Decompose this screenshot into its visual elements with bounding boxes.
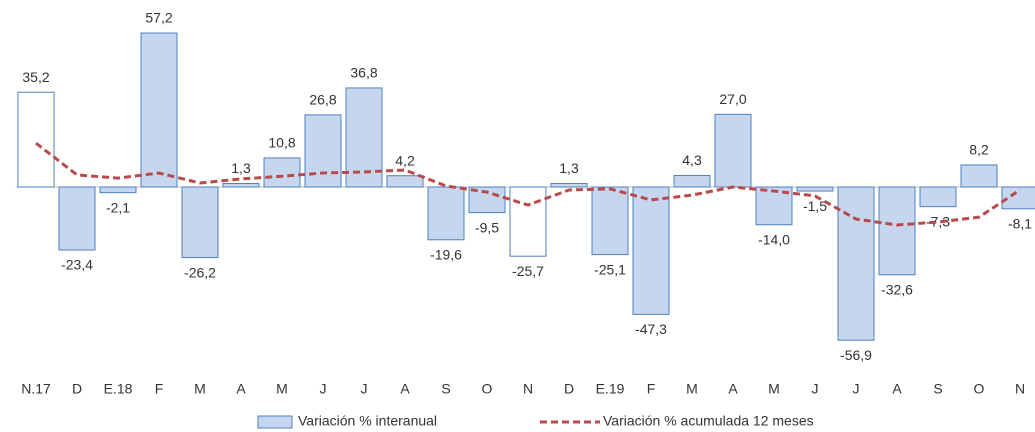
value-label: -25,7 (512, 263, 544, 279)
value-label: -26,2 (184, 264, 216, 280)
value-label: -56,9 (840, 347, 872, 363)
bar (960, 164, 998, 188)
x-tick-label: J (320, 381, 327, 397)
x-tick-label: E.18 (104, 381, 133, 397)
x-tick-label: J (812, 381, 819, 397)
bar (919, 186, 957, 208)
bar (673, 174, 711, 188)
x-tick-label: A (400, 381, 410, 397)
bar (99, 186, 137, 194)
x-tick-label: M (276, 381, 288, 397)
legend-label: Variación % interanual (298, 413, 437, 429)
x-tick-label: A (892, 381, 902, 397)
x-tick-label: F (647, 381, 656, 397)
x-tick-label: A (728, 381, 738, 397)
x-tick-label: D (72, 381, 82, 397)
bar (1001, 186, 1035, 210)
value-label: -1,5 (803, 198, 827, 214)
bar (140, 32, 178, 188)
x-tick-label: M (194, 381, 206, 397)
bar (796, 186, 834, 192)
x-tick-label: N (523, 381, 533, 397)
bar (58, 186, 96, 251)
x-tick-label: J (853, 381, 860, 397)
value-label: -8,1 (1008, 216, 1032, 232)
x-tick-label: S (441, 381, 450, 397)
value-label: -2,1 (106, 199, 130, 215)
bar (304, 114, 342, 188)
value-label: -9,5 (475, 219, 499, 235)
bar (427, 186, 465, 241)
value-label: 1,3 (231, 160, 251, 176)
value-label: 27,0 (719, 91, 746, 107)
value-label: -32,6 (881, 281, 913, 297)
bar (591, 186, 629, 256)
x-tick-label: M (686, 381, 698, 397)
bar (878, 186, 916, 276)
x-tick-label: O (974, 381, 985, 397)
value-label: 57,2 (145, 10, 172, 26)
value-label: 35,2 (22, 69, 49, 85)
x-tick-label: E.19 (596, 381, 625, 397)
value-label: 36,8 (350, 65, 377, 81)
bar (550, 183, 588, 188)
x-tick-label: F (155, 381, 164, 397)
bar (17, 91, 55, 188)
value-label: 1,3 (559, 160, 579, 176)
bar (837, 186, 875, 341)
bar (181, 186, 219, 259)
value-label: 4,2 (395, 152, 415, 168)
value-label: 4,3 (682, 152, 702, 168)
x-tick-label: N (1015, 381, 1025, 397)
value-label: -7,3 (926, 213, 950, 229)
value-label: 26,8 (309, 92, 336, 108)
value-label: -19,6 (430, 246, 462, 262)
bar (714, 113, 752, 188)
value-label: -25,1 (594, 261, 626, 277)
x-tick-label: D (564, 381, 574, 397)
value-label: -14,0 (758, 231, 790, 247)
bar (222, 183, 260, 188)
x-tick-label: O (482, 381, 493, 397)
line (35, 141, 1021, 227)
value-label: -47,3 (635, 321, 667, 337)
bar (263, 157, 301, 188)
x-tick-label: N.17 (21, 381, 51, 397)
value-label: 8,2 (969, 142, 989, 158)
bar (632, 186, 670, 315)
x-tick-label: M (768, 381, 780, 397)
x-tick-label: A (236, 381, 246, 397)
legend-label: Variación % acumulada 12 meses (603, 413, 814, 429)
bar (386, 175, 424, 188)
bar (509, 186, 547, 257)
x-tick-label: J (361, 381, 368, 397)
x-tick-label: S (933, 381, 942, 397)
value-label: 10,8 (268, 135, 295, 151)
value-label: -23,4 (61, 257, 93, 273)
legend-swatch (257, 415, 293, 429)
